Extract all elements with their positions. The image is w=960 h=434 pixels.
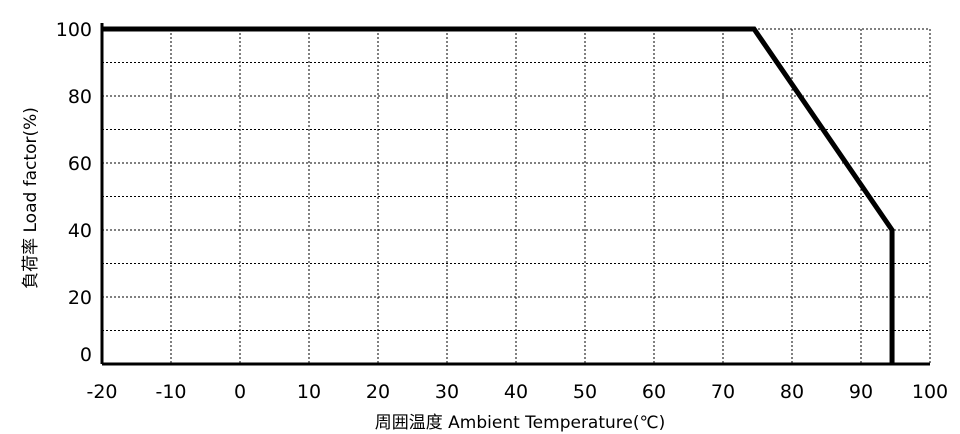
x-tick-label: 80 [780,381,804,403]
y-tick-labels: 0 20 40 60 80 100 [56,19,92,366]
series-line-1 [102,26,895,364]
y-tick-label: 100 [56,19,92,41]
grid-lines [102,28,931,364]
x-tick-label: 100 [912,381,948,403]
x-tick-label: 40 [504,381,528,403]
x-tick-label: -20 [86,381,117,403]
x-tick-label: 50 [573,381,597,403]
x-tick-label: 70 [711,381,735,403]
series-layer [102,26,895,364]
x-tick-label: 60 [642,381,666,403]
x-tick-label: 10 [297,381,321,403]
y-axis-title: 負荷率 Load factor(%) [21,107,41,289]
x-tick-label: 0 [234,381,246,403]
x-tick-label: -10 [155,381,186,403]
y-tick-label: 0 [80,344,92,366]
x-tick-label: 30 [435,381,459,403]
x-tick-label: 90 [849,381,873,403]
y-tick-label: 60 [68,153,92,175]
y-tick-label: 40 [68,220,92,242]
y-tick-label: 20 [68,287,92,309]
x-tick-labels: -20 -10 0 10 20 30 40 50 60 70 80 90 100 [86,381,948,403]
x-axis-title: 周囲温度 Ambient Temperature(℃) [375,413,665,433]
x-tick-label: 20 [366,381,390,403]
axes [100,23,930,366]
y-tick-label: 80 [68,86,92,108]
